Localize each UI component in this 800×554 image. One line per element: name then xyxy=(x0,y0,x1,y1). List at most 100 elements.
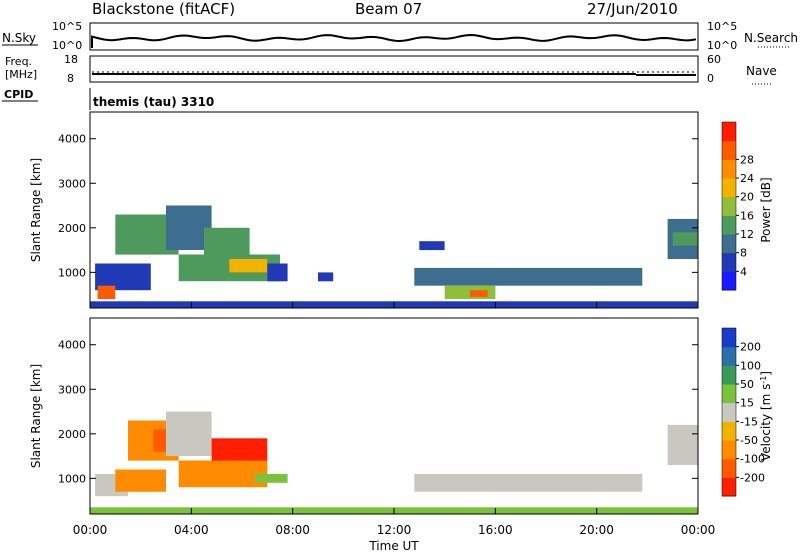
xtick-label-0: 00:00 xyxy=(73,523,108,537)
power-colorbar: 4 8 12 16 20 24 28 xyxy=(721,121,754,291)
freq-label-line2: [MHz] xyxy=(5,68,37,81)
velocity-ytick-label-0: 1000 xyxy=(58,472,86,485)
velocity-region-1 xyxy=(115,469,166,492)
power-colorbar-swatch-8 xyxy=(722,122,736,142)
nsky-label: N.Sky xyxy=(2,31,36,45)
velocity-colorbar-tick-label-7: -200 xyxy=(740,471,765,484)
velocity-region-7 xyxy=(254,473,288,483)
nsearch-tick-top: 10^5 xyxy=(707,20,737,33)
power-region-1 xyxy=(97,285,116,300)
velocity-colorbar-tick-label-5: -50 xyxy=(740,434,758,447)
power-heatmap xyxy=(90,205,698,308)
power-region-4 xyxy=(204,227,250,255)
velocity-region-8 xyxy=(414,473,643,492)
nsky-tick-top: 10^5 xyxy=(52,20,82,33)
power-region-8 xyxy=(318,272,334,282)
velocity-colorbar-label-main: Velocity [m s xyxy=(759,384,773,461)
nsearch-label: N.Search xyxy=(744,31,798,45)
power-colorbar-frame xyxy=(721,121,737,291)
velocity-colorbar-label-sup: -1 xyxy=(759,376,768,384)
power-panel: 1000 2000 3000 4000 Slant Range [km] 4 8 12 16… xyxy=(29,111,773,309)
velocity-ytick-label-2: 3000 xyxy=(58,383,86,396)
velocity-colorbar: 200 100 50 15 -15 -50 -100 -200 xyxy=(721,327,765,497)
velocity-colorbar-swatch-6 xyxy=(722,365,736,385)
power-y-axis: 1000 2000 3000 4000 xyxy=(58,133,698,279)
power-ytick-label-3: 4000 xyxy=(58,133,86,146)
nsearch-tick-bottom: 10^0 xyxy=(707,39,737,52)
power-region-9 xyxy=(414,267,643,286)
xtick-label-3: 12:00 xyxy=(377,523,412,537)
velocity-colorbar-swatch-5 xyxy=(722,384,736,404)
power-region-14 xyxy=(672,232,698,246)
velocity-colorbar-tick-label-3: 15 xyxy=(740,397,754,410)
power-colorbar-tick-label-6: 28 xyxy=(740,153,754,166)
power-colorbar-tick-label-0: 4 xyxy=(740,265,747,278)
nave-tick-top: 60 xyxy=(707,53,721,66)
power-region-6 xyxy=(229,259,268,273)
velocity-region-9 xyxy=(667,424,698,465)
freq-panel-frame xyxy=(89,55,699,83)
power-colorbar-label: Power [dB] xyxy=(759,177,773,242)
velocity-colorbar-frame xyxy=(721,327,737,497)
velocity-colorbar-swatch-8 xyxy=(722,328,736,348)
velocity-colorbar-label: Velocity [m s-1] xyxy=(759,371,774,461)
time-xlabel: Time UT xyxy=(368,539,419,553)
power-colorbar-swatch-4 xyxy=(722,196,736,216)
freq-tick-bottom: 8 xyxy=(67,72,74,85)
xtick-label-5: 20:00 xyxy=(579,523,614,537)
xtick-label-1: 04:00 xyxy=(174,523,209,537)
velocity-colorbar-tick-label-6: -100 xyxy=(740,453,765,466)
velocity-ylabel: Slant Range [km] xyxy=(29,364,43,468)
power-colorbar-swatch-1 xyxy=(722,252,736,272)
velocity-colorbar-tick-label-2: 50 xyxy=(740,378,754,391)
nsky-tick-bottom: 10^0 xyxy=(52,39,82,52)
velocity-y-axis: 1000 2000 3000 4000 xyxy=(58,339,698,485)
velocity-colorbar-swatch-4 xyxy=(722,402,736,422)
power-colorbar-swatch-0 xyxy=(722,271,736,291)
power-ytick-label-0: 1000 xyxy=(58,266,86,279)
velocity-region-4 xyxy=(166,411,212,456)
power-colorbar-swatch-6 xyxy=(722,159,736,179)
station-title: Blackstone (fitACF) xyxy=(92,0,235,18)
freq-label-line1: Freq. xyxy=(5,55,32,68)
power-colorbar-tick-label-3: 16 xyxy=(740,209,754,222)
xtick-label-6: 00:00 xyxy=(681,523,716,537)
power-ytick-label-2: 3000 xyxy=(58,177,86,190)
cpid-label: CPID xyxy=(4,88,33,101)
velocity-region-6 xyxy=(211,438,268,461)
power-colorbar-tick-label-4: 20 xyxy=(740,191,754,204)
velocity-ytick-label-3: 4000 xyxy=(58,339,86,352)
xtick-label-4: 16:00 xyxy=(478,523,513,537)
power-colorbar-swatch-5 xyxy=(722,178,736,198)
power-colorbar-tick-label-5: 24 xyxy=(740,172,754,185)
power-colorbar-swatch-2 xyxy=(722,234,736,254)
power-colorbar-swatch-7 xyxy=(722,140,736,160)
velocity-colorbar-label-end: ] xyxy=(759,371,773,376)
beam-title: Beam 07 xyxy=(355,0,422,18)
nave-label: Nave xyxy=(746,64,777,78)
velocity-colorbar-swatch-3 xyxy=(722,421,736,441)
velocity-heatmap xyxy=(90,411,698,514)
power-region-11 xyxy=(470,290,488,297)
power-colorbar-tick-label-1: 8 xyxy=(740,247,747,260)
velocity-ytick-label-1: 2000 xyxy=(58,428,86,441)
velocity-region-5 xyxy=(178,460,268,488)
velocity-colorbar-tick-label-1: 100 xyxy=(740,359,761,372)
velocity-colorbar-swatch-0 xyxy=(722,477,736,497)
power-ylabel: Slant Range [km] xyxy=(29,158,43,262)
velocity-colorbar-swatch-2 xyxy=(722,440,736,460)
power-region-7 xyxy=(267,263,288,282)
noise-panel-frame xyxy=(89,22,699,51)
velocity-colorbar-swatch-7 xyxy=(722,346,736,366)
nave-tick-bottom: 0 xyxy=(707,72,714,85)
power-colorbar-tick-label-2: 12 xyxy=(740,228,754,241)
date-title: 27/Jun/2010 xyxy=(587,0,678,18)
power-ytick-label-1: 2000 xyxy=(58,222,86,235)
xtick-label-2: 08:00 xyxy=(275,523,310,537)
time-x-axis: 00:00 04:00 08:00 12:00 16:00 20:00 00:00 xyxy=(73,302,716,537)
power-colorbar-swatch-3 xyxy=(722,215,736,235)
freq-tick-top: 18 xyxy=(64,53,78,66)
velocity-colorbar-tick-label-0: 200 xyxy=(740,341,761,354)
velocity-panel: 1000 2000 3000 4000 Slant Range [km] 200 100… xyxy=(29,317,774,515)
